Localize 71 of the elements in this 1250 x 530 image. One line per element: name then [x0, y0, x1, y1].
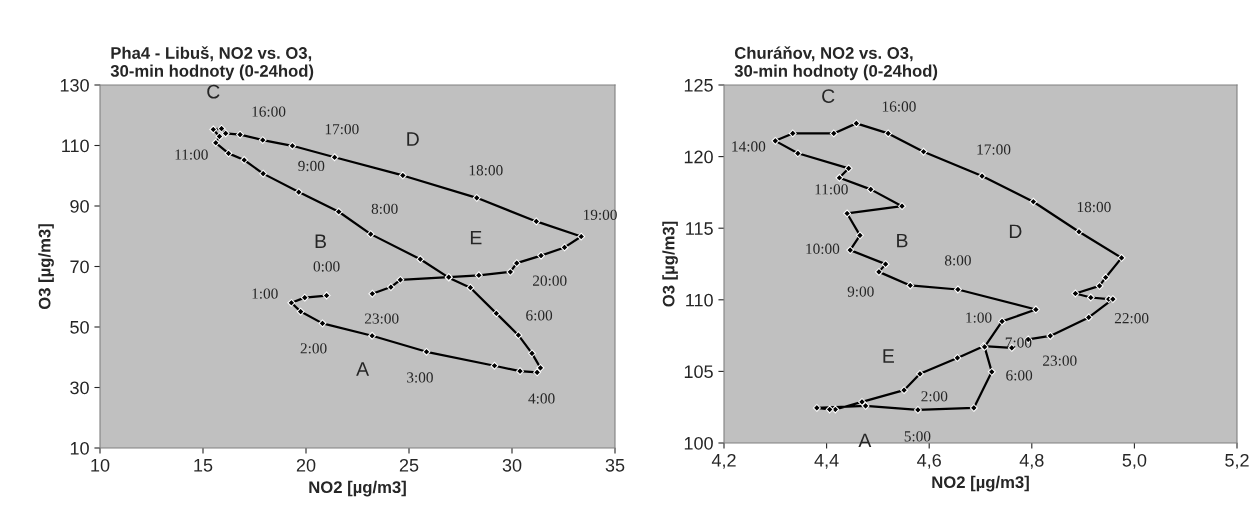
x-axis-title: NO2 [µg/m3]	[309, 480, 406, 497]
annotation: 18:00	[469, 165, 503, 176]
annotation: 8:00	[944, 255, 971, 266]
annotation: 14:00	[732, 141, 766, 152]
x-tick-label: 5,2	[1225, 453, 1249, 469]
x-tick-label: 4,4	[814, 454, 839, 469]
x-tick-label: 4,8	[1019, 453, 1044, 469]
chart-title: Pha4 - Libuš, NO2 vs. O3, 30-min hodnoty (0-24hod)	[110, 46, 314, 81]
annotation: 17:00	[325, 123, 359, 135]
annotation: 23:00	[1043, 355, 1077, 366]
annotation: 22:00	[1114, 313, 1149, 324]
x-tick-label: 35	[605, 458, 625, 472]
annotation: 1:00	[966, 312, 992, 323]
annotation: A	[356, 362, 370, 376]
annotation: 1:00	[252, 288, 278, 299]
y-tick-label: 105	[684, 365, 713, 379]
annotation: 6:00	[1006, 370, 1033, 381]
x-tick-label: 4,6	[917, 453, 941, 469]
x-tick-label: 4,2	[711, 453, 736, 469]
annotation: 3:00	[407, 372, 433, 383]
y-tick-label: 50	[70, 320, 89, 334]
annotation: 18:00	[1077, 201, 1111, 213]
y-tick-label: 115	[686, 222, 713, 235]
y-tick-label: 90	[70, 199, 89, 213]
annotation: B	[315, 234, 326, 248]
x-tick-label: 25	[399, 458, 419, 472]
y-tick-label: 110	[62, 139, 89, 153]
annotation: 11:00	[175, 149, 208, 160]
annotation: 10:00	[806, 243, 840, 254]
y-tick-label: 100	[684, 436, 713, 450]
annotation: 0:00	[313, 261, 340, 272]
annotation: D	[407, 132, 419, 146]
annotation: 19:00	[583, 209, 617, 221]
annotation: E	[470, 230, 482, 245]
y-tick-label: 125	[684, 78, 713, 92]
y-tick-label: 30	[70, 381, 89, 395]
annotation: A	[858, 433, 872, 448]
y-tick-label: 70	[70, 260, 89, 274]
x-tick-label: 30	[502, 458, 522, 472]
x-tick-label: 10	[91, 458, 110, 472]
annotation: C	[822, 89, 835, 103]
annotation: C	[207, 84, 220, 99]
x-tick-label: 15	[194, 459, 213, 472]
y-tick-label: 10	[70, 441, 89, 455]
annotation: 9:00	[847, 286, 874, 297]
annotation: B	[897, 233, 908, 248]
annotation: E	[883, 349, 894, 363]
annotation: 23:00	[364, 313, 399, 324]
annotation: 5:00	[904, 431, 931, 442]
annotation: 8:00	[371, 203, 398, 215]
x-tick-label: 5,0	[1122, 453, 1147, 469]
annotation: 16:00	[882, 101, 916, 112]
annotation: 2:00	[921, 391, 948, 402]
y-tick-label: 120	[684, 150, 713, 164]
y-tick-label: 110	[686, 293, 713, 307]
annotation: 20:00	[533, 275, 567, 286]
annotation: D	[1009, 224, 1022, 239]
y-axis-title: O3 [µg/m3]	[662, 221, 678, 307]
annotation: 11:00	[815, 184, 848, 195]
annotation: 7:00	[1005, 337, 1032, 348]
annotation: 17:00	[977, 144, 1011, 155]
x-axis-title: NO2 [µg/m3]	[932, 475, 1029, 492]
annotation: 4:00	[528, 393, 555, 404]
annotation: 6:00	[526, 310, 553, 321]
chart-title: Churáňov, NO2 vs. O3, 30-min hodnoty (0-24hod)	[734, 46, 938, 81]
y-axis-title: O3 [µg/m3]	[38, 224, 54, 310]
x-tick-label: 20	[296, 458, 316, 472]
annotation: 2:00	[300, 343, 327, 354]
annotation: 16:00	[252, 106, 286, 117]
y-tick-label: 130	[60, 78, 89, 92]
annotation: 9:00	[298, 160, 325, 172]
